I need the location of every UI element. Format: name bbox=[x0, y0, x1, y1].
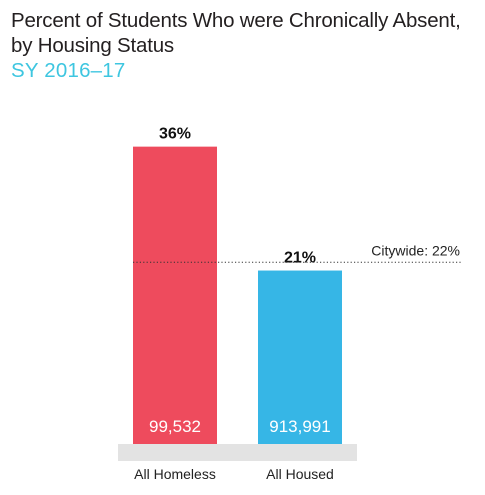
chart-title-line-2: by Housing Status bbox=[11, 34, 174, 57]
citywide-reference-label: Citywide: 22% bbox=[371, 242, 460, 258]
category-label-all-homeless: All Homeless bbox=[134, 466, 216, 482]
bar-all-housed bbox=[258, 270, 342, 444]
value-label-all-homeless: 36% bbox=[159, 126, 191, 143]
title-block: Percent of Students Who were Chronically… bbox=[11, 8, 481, 83]
count-label-all-housed: 913,991 bbox=[269, 417, 330, 436]
chart-subtitle: SY 2016–17 bbox=[11, 59, 126, 82]
chart-title-line-1: Percent of Students Who were Chronically… bbox=[11, 9, 461, 32]
baseline-strip bbox=[118, 444, 357, 461]
category-label-all-housed: All Housed bbox=[266, 466, 334, 482]
count-label-all-homeless: 99,532 bbox=[149, 417, 201, 436]
value-label-all-housed: 21% bbox=[284, 250, 316, 267]
bar-all-homeless bbox=[133, 146, 217, 444]
